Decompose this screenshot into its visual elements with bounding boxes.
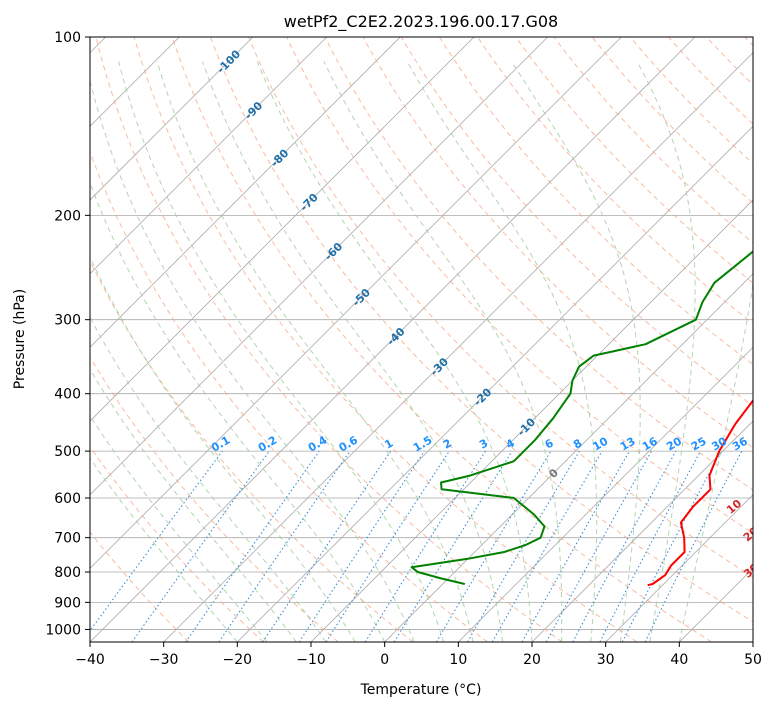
mixing-ratio-line	[572, 450, 677, 642]
y-tick-label: 200	[54, 208, 81, 224]
moist-adiabat-line	[678, 280, 753, 642]
moist-adiabat-line	[90, 78, 415, 642]
dry-adiabat-line	[324, 37, 753, 491]
dry-adiabat-line	[133, 37, 638, 642]
y-tick-label: 600	[54, 491, 81, 507]
dry-adiabat-line	[90, 531, 190, 642]
moist-adiabat-line	[156, 61, 474, 642]
x-tick-label: 20	[523, 652, 541, 668]
moist-adiabat-line	[118, 61, 445, 642]
x-tick-label: 30	[597, 652, 615, 668]
moist-adiabat-line	[511, 61, 641, 642]
isotherm-line	[90, 37, 696, 642]
dry-adiabat-line	[400, 37, 753, 407]
isotherm-line	[605, 494, 753, 642]
y-tick-label: 900	[54, 595, 81, 611]
isotherm-line	[90, 37, 401, 348]
isotherm-line	[163, 52, 753, 642]
isotherm-line	[90, 37, 622, 569]
isotherm-line	[90, 37, 475, 422]
mixing-ratio-line	[545, 450, 653, 642]
dry-adiabat-line	[286, 37, 753, 534]
y-tick-label: 300	[54, 313, 81, 329]
chart-title: wetPf2_C2E2.2023.196.00.17.G08	[284, 12, 558, 32]
mixing-ratio-line	[325, 450, 450, 642]
dry-adiabat-line	[90, 259, 414, 642]
mixing-ratio-line	[218, 450, 351, 642]
x-tick-label: −10	[296, 652, 326, 668]
mixing-ratio-line	[298, 450, 425, 642]
mixing-ratio-line	[131, 450, 270, 642]
mixing-ratio-line	[521, 450, 630, 642]
axis-ticks: −40 −30 −20 −10 0 10 20 30 40 50 100 200 300 400 500 60…	[45, 30, 762, 668]
isotherm-line	[90, 37, 548, 496]
moist-adiabat-line	[90, 181, 386, 642]
isotherm-line	[90, 37, 254, 201]
moist-adiabat-line	[256, 61, 533, 642]
dry-adiabat-line	[95, 37, 563, 642]
moist-adiabat-line	[90, 255, 356, 642]
isotherm-line	[384, 273, 753, 642]
dewpoint-profile	[410, 250, 753, 585]
dry-adiabat-label: 30	[741, 561, 761, 581]
temperature-profile	[647, 398, 753, 587]
y-tick-label: 400	[54, 387, 81, 403]
x-tick-label: 50	[744, 652, 762, 668]
x-tick-label: 40	[670, 652, 688, 668]
isotherm-line	[90, 37, 327, 275]
isotherm-line	[237, 125, 753, 642]
dry-adiabat-line	[438, 37, 753, 365]
y-tick-label: 500	[54, 444, 81, 460]
y-tick-label: 800	[54, 565, 81, 581]
y-tick-label: 700	[54, 531, 81, 547]
y-tick-label: 1000	[45, 622, 81, 638]
mixing-ratio-line	[185, 450, 320, 642]
moist-adiabat-line	[90, 457, 238, 642]
mixing-ratio-line	[644, 450, 743, 642]
x-tick-label: 0	[380, 652, 389, 668]
dry-adiabat-line	[362, 37, 753, 449]
plot-frame	[89, 36, 754, 643]
plot-area	[90, 37, 753, 642]
dry-adiabat-line	[90, 356, 339, 642]
x-tick-label: −20	[223, 652, 253, 668]
moist-adiabat-line	[323, 61, 563, 642]
moist-adiabat-line	[636, 61, 696, 642]
y-axis-label: Pressure (hPa)	[12, 289, 28, 389]
x-axis-label: Temperature (°C)	[360, 682, 482, 698]
mixing-ratio-line	[262, 450, 392, 642]
dry-adiabat-line	[248, 37, 753, 578]
x-tick-label: 10	[449, 652, 467, 668]
mixing-ratio-line	[90, 450, 223, 632]
y-tick-label: 100	[54, 30, 81, 46]
x-tick-label: −30	[149, 652, 179, 668]
dry-adiabat-line	[210, 37, 753, 623]
x-tick-label: −40	[75, 652, 105, 668]
